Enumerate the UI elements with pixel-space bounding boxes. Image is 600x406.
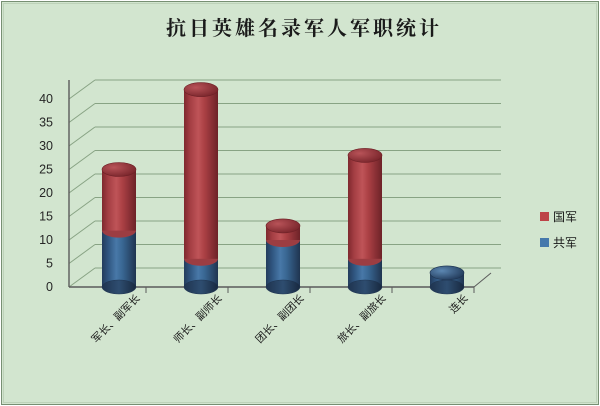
svg-text:40: 40 [39,92,53,106]
svg-text:30: 30 [39,139,53,153]
svg-text:5: 5 [46,257,53,271]
svg-text:15: 15 [39,210,53,224]
svg-text:25: 25 [39,163,53,177]
svg-text:0: 0 [46,280,53,294]
svg-text:35: 35 [39,116,53,130]
svg-text:10: 10 [39,233,53,247]
svg-text:20: 20 [39,186,53,200]
